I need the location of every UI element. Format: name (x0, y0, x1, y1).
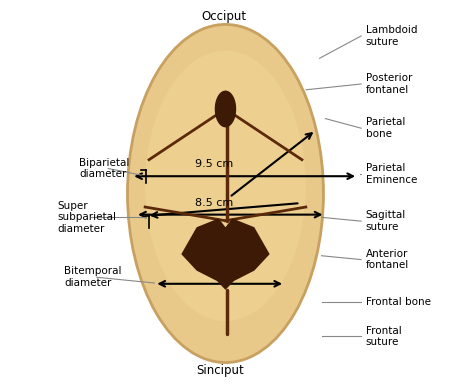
Text: Parietal
Eminence: Parietal Eminence (366, 163, 417, 185)
Text: Occiput: Occiput (201, 10, 246, 23)
Ellipse shape (145, 51, 306, 321)
Polygon shape (181, 218, 270, 290)
Text: Parietal
bone: Parietal bone (366, 117, 405, 139)
Text: Bitemporal
diameter: Bitemporal diameter (64, 267, 122, 288)
Text: Anterior
fontanel: Anterior fontanel (366, 249, 409, 271)
Ellipse shape (128, 24, 323, 363)
Text: Super
subparietal
diameter: Super subparietal diameter (58, 201, 117, 234)
Text: 8.5 cm: 8.5 cm (195, 198, 233, 208)
Text: Frontal bone: Frontal bone (366, 297, 431, 307)
Text: Frontal
suture: Frontal suture (366, 325, 401, 347)
Text: Posterior
fontanel: Posterior fontanel (366, 73, 412, 95)
Text: Sagittal
suture: Sagittal suture (366, 211, 406, 232)
Polygon shape (215, 91, 236, 127)
Text: 9.5 cm: 9.5 cm (195, 159, 233, 168)
Text: Sinciput: Sinciput (196, 364, 244, 377)
Text: Lambdoid
suture: Lambdoid suture (366, 25, 417, 47)
Text: Biparietal
diameter: Biparietal diameter (79, 158, 129, 179)
